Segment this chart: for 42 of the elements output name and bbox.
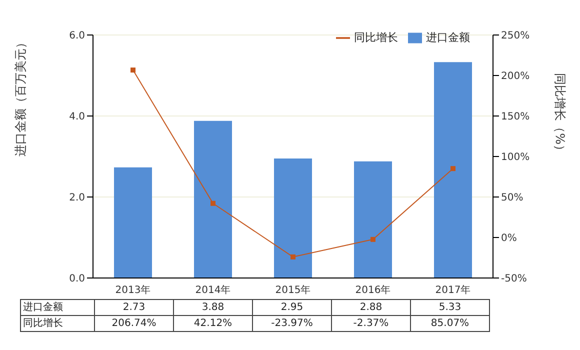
x-tick-label: 2016年: [355, 284, 391, 296]
legend-label: 同比增长: [354, 31, 398, 44]
y2-tick-label: -50%: [501, 274, 527, 285]
point: [130, 68, 136, 73]
data-label: 2.95: [252, 300, 332, 316]
data-label: 85.07%: [410, 316, 490, 332]
data-label: 2.73: [94, 300, 174, 316]
y-axis-title: 进口金额（百万美元）: [13, 36, 28, 156]
legend-label: 进口金额: [426, 31, 470, 44]
data-label: -2.37%: [332, 316, 410, 332]
data-label: 5.33: [410, 300, 490, 316]
x-tick-label: 2013年: [115, 284, 151, 296]
bar: [354, 161, 392, 278]
text: 进口金额: [23, 302, 63, 313]
y2-axis-title: 同比增长（%）: [552, 73, 567, 156]
bar: [434, 62, 472, 278]
x-tick-label: 2017年: [435, 284, 471, 296]
point: [210, 200, 216, 206]
data-label: 206.74%: [94, 316, 174, 332]
bar: [114, 167, 152, 278]
x-tick-label: 2014年: [195, 284, 231, 296]
y2-tick-label: 0%: [501, 233, 517, 244]
point: [290, 254, 296, 260]
y-tick-label: 2.0: [69, 192, 85, 204]
data-label: 3.88: [174, 300, 252, 316]
text: 同比增长: [23, 318, 63, 329]
y-tick-label: 6.0: [69, 30, 85, 42]
y2-tick-label: 150%: [501, 112, 530, 123]
y-tick-label: 0.0: [69, 274, 85, 285]
point: [450, 166, 456, 172]
bar: [274, 158, 312, 278]
y2-tick-label: 250%: [501, 30, 530, 42]
bar: [194, 120, 232, 278]
y2-tick-label: 100%: [501, 152, 530, 164]
y2-tick-label: 50%: [501, 192, 524, 204]
y2-tick-label: 200%: [501, 71, 530, 82]
point: [370, 236, 376, 242]
x-tick-label: 2015年: [275, 284, 311, 296]
data-label: 2.88: [332, 300, 410, 316]
data-label: 42.12%: [174, 316, 252, 332]
data-label: -23.97%: [252, 316, 332, 332]
y-tick-label: 4.0: [69, 112, 85, 123]
